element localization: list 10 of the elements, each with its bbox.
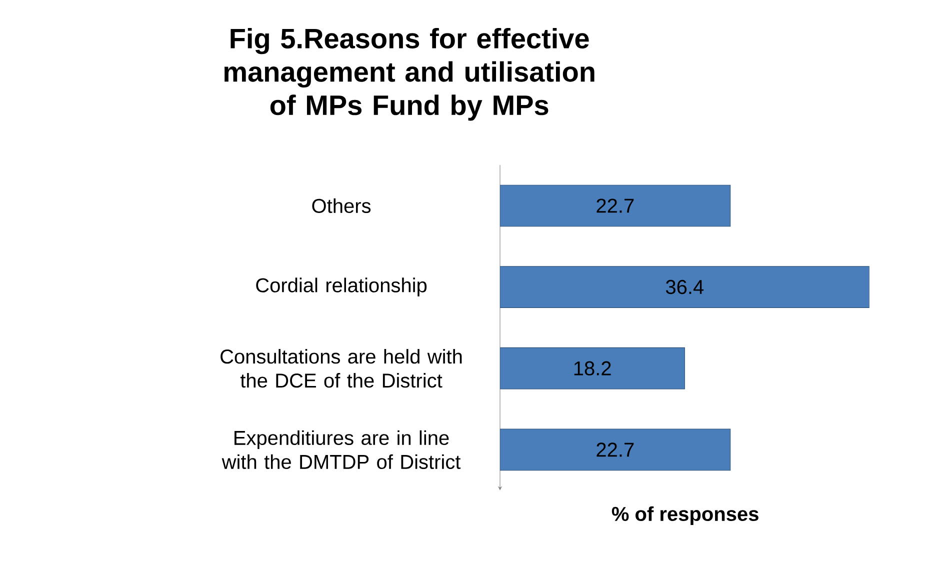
x-axis-title: % of responses — [612, 506, 758, 525]
y-tick-label: Others — [312, 198, 371, 214]
y-tick-label: Consultations are held with the DCE of the District — [220, 348, 462, 388]
chart-title: Fig 5.Reasons for effective management and utilisation of MPs Fund by MPs — [224, 28, 594, 121]
data-label: 36.4 — [666, 280, 704, 294]
data-label: 22.7 — [596, 442, 634, 457]
y-tick-label: Cordial relationship — [256, 278, 427, 296]
data-label: 18.2 — [574, 361, 611, 376]
y-tick-label: Expenditiures are in line with the DMTDP of District — [222, 430, 461, 470]
data-label: 22.7 — [596, 198, 634, 213]
